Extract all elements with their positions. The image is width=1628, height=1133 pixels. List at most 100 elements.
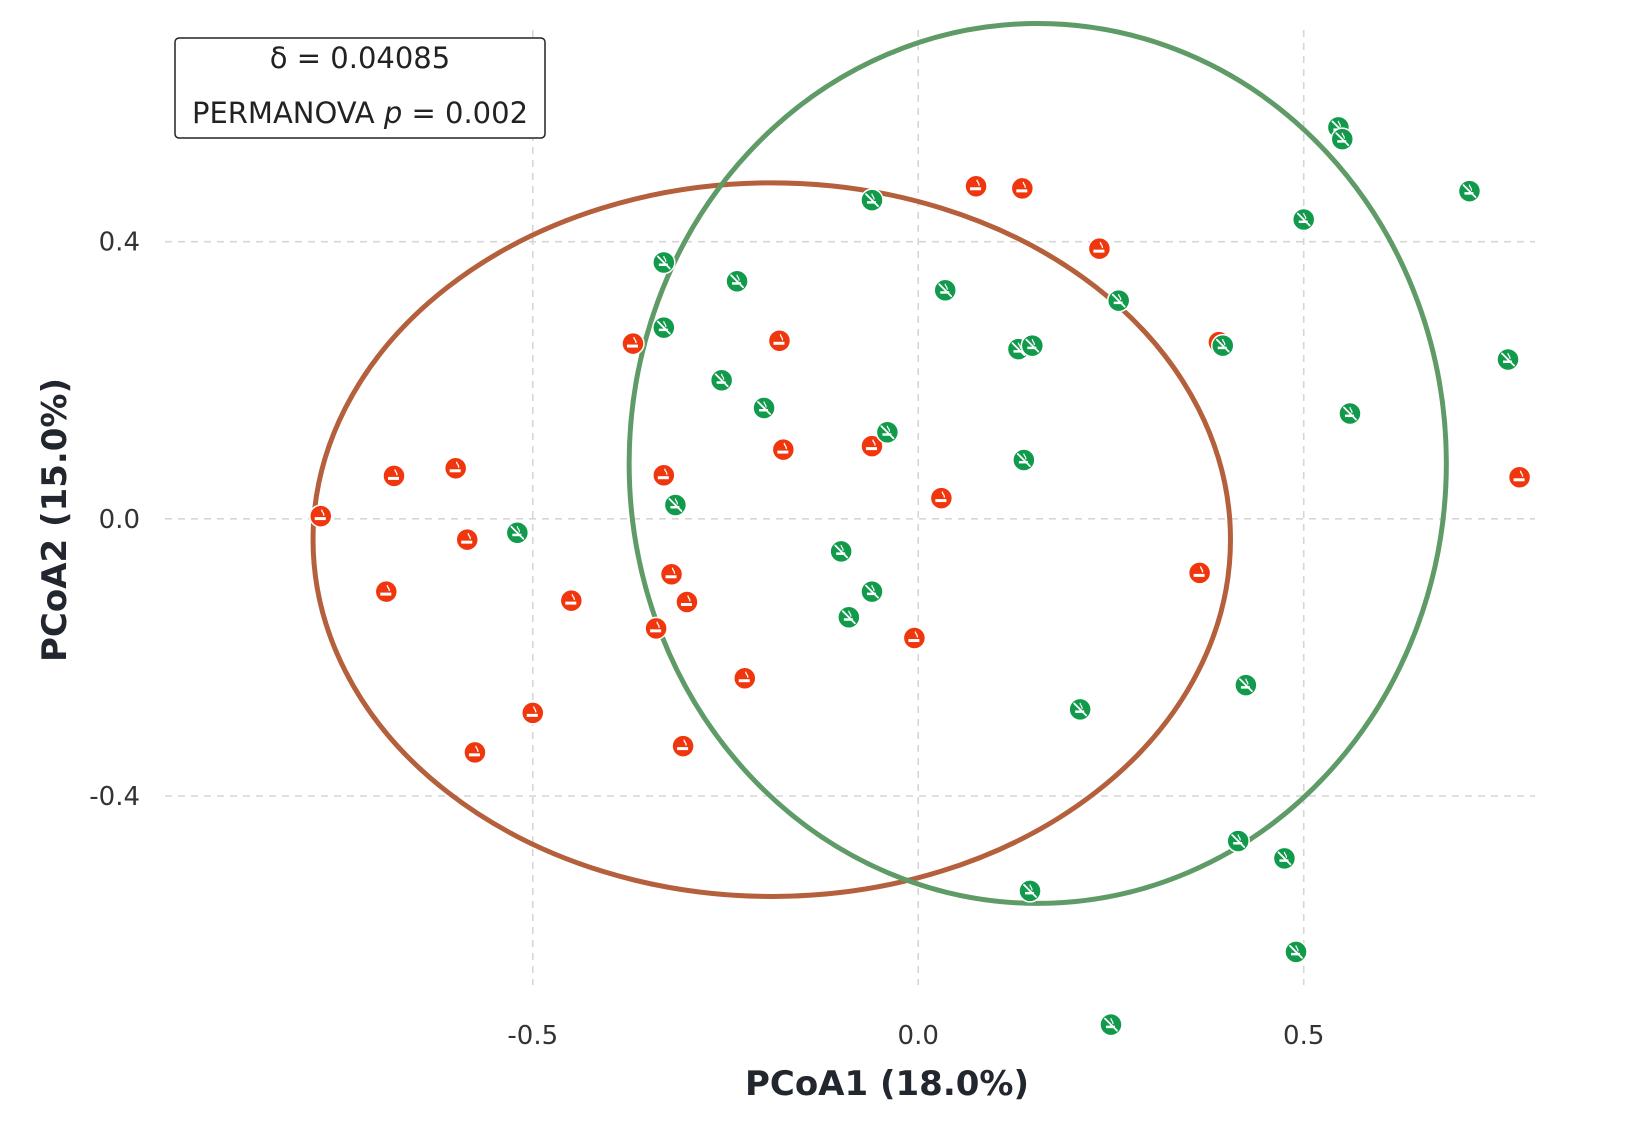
- p-value: = 0.002: [402, 96, 528, 130]
- point-marker: [767, 329, 792, 353]
- cigarette-icon: [650, 621, 662, 633]
- delta-statistic: δ = 0.04085: [270, 41, 450, 75]
- data-point: [964, 174, 988, 199]
- cigarette-icon: [970, 179, 982, 191]
- cigarette-icon: [1193, 566, 1205, 577]
- data-point: [663, 493, 688, 517]
- data-point: [309, 504, 333, 528]
- no-smoking-icon: [656, 320, 671, 335]
- data-point: [1507, 465, 1532, 490]
- permanova-p-value: PERMANOVA p = 0.002: [192, 96, 528, 130]
- point-marker: [1010, 176, 1035, 201]
- cigarette-icon: [777, 442, 789, 454]
- cigarette-icon: [468, 745, 480, 757]
- data-point: [455, 527, 479, 552]
- axis-ticks: -0.5 0.0 0.5 0.4 0.0 -0.4: [89, 228, 1324, 1051]
- no-smoking-icon: [865, 584, 879, 599]
- cigarette-icon: [773, 334, 785, 345]
- no-smoking-icon: [1277, 851, 1292, 866]
- no-smoking-icon: [510, 525, 525, 540]
- data-point: [1457, 179, 1482, 203]
- y-tick-label: -0.4: [89, 782, 140, 812]
- data-point: [837, 605, 861, 629]
- x-tick-label: 0.5: [1283, 1021, 1324, 1051]
- point-marker: [521, 701, 545, 725]
- cigarette-icon: [449, 461, 461, 473]
- data-point: [1187, 561, 1212, 585]
- data-points: [309, 115, 1532, 1037]
- point-marker: [455, 527, 479, 552]
- no-smoking-icon: [834, 544, 849, 559]
- point-marker: [309, 504, 333, 528]
- data-point: [1234, 673, 1258, 697]
- cigarette-icon: [680, 595, 692, 606]
- data-point: [1272, 846, 1297, 871]
- cigarette-icon: [908, 631, 920, 643]
- cigarette-icon: [461, 532, 473, 544]
- data-point: [652, 463, 676, 487]
- data-point: [752, 396, 776, 420]
- point-marker: [860, 434, 884, 458]
- point-marker: [659, 562, 684, 587]
- data-point: [652, 250, 676, 275]
- cigarette-icon: [865, 439, 877, 451]
- cigarette-icon: [657, 468, 669, 480]
- data-point: [709, 368, 734, 393]
- point-marker: [443, 456, 468, 481]
- point-marker: [733, 666, 757, 690]
- cigarette-icon: [314, 509, 326, 521]
- x-tick-label: -0.5: [507, 1021, 558, 1051]
- y-tick-label: 0.0: [99, 505, 140, 535]
- no-smoking-icon: [1023, 884, 1037, 898]
- data-point: [1338, 401, 1362, 426]
- group-ellipses: [310, 20, 1449, 906]
- data-point: [1291, 207, 1316, 232]
- data-point: [860, 188, 884, 212]
- no-smoking-icon: [880, 425, 895, 440]
- data-point: [1099, 1012, 1123, 1037]
- stat-box-frame: [174, 37, 546, 139]
- no-smoking-icon: [1073, 702, 1088, 717]
- data-point: [771, 437, 796, 462]
- data-point: [659, 562, 684, 587]
- data-point: [1330, 127, 1355, 151]
- data-point: [860, 434, 884, 458]
- point-marker: [671, 734, 695, 758]
- no-smoking-icon: [1462, 184, 1477, 199]
- point-marker: [1187, 561, 1212, 585]
- grid-lines: [165, 30, 1535, 985]
- group-ellipse-1: [310, 180, 1233, 899]
- point-marker: [463, 740, 487, 765]
- data-point: [1211, 333, 1235, 358]
- data-point: [725, 269, 749, 293]
- cigarette-icon: [665, 567, 677, 579]
- no-smoking-icon: [1289, 944, 1303, 959]
- no-smoking-icon: [938, 283, 953, 298]
- point-marker: [374, 579, 399, 604]
- point-marker: [964, 174, 988, 199]
- cigarette-icon: [387, 469, 399, 480]
- y-tick-label: 0.4: [99, 228, 140, 258]
- no-smoking-icon: [1238, 678, 1253, 693]
- data-point: [1496, 347, 1520, 372]
- point-marker: [652, 463, 676, 487]
- data-point: [1012, 448, 1036, 472]
- p-symbol: p: [383, 96, 402, 130]
- data-point: [1020, 333, 1045, 358]
- cigarette-icon: [935, 491, 947, 503]
- no-smoking-icon: [656, 255, 671, 270]
- data-point: [1087, 236, 1112, 261]
- data-point: [443, 456, 468, 481]
- cigarette-icon: [1016, 181, 1028, 193]
- data-point: [463, 740, 487, 765]
- stat-box: δ = 0.04085 PERMANOVA p = 0.002: [174, 37, 546, 139]
- data-point: [559, 588, 584, 613]
- point-marker: [771, 437, 796, 462]
- data-point: [767, 329, 792, 353]
- cigarette-icon: [380, 584, 392, 596]
- cigarette-icon: [565, 593, 577, 605]
- point-marker: [644, 616, 668, 641]
- no-smoking-icon: [714, 373, 729, 388]
- cigarette-icon: [1513, 470, 1525, 482]
- data-point: [860, 579, 884, 604]
